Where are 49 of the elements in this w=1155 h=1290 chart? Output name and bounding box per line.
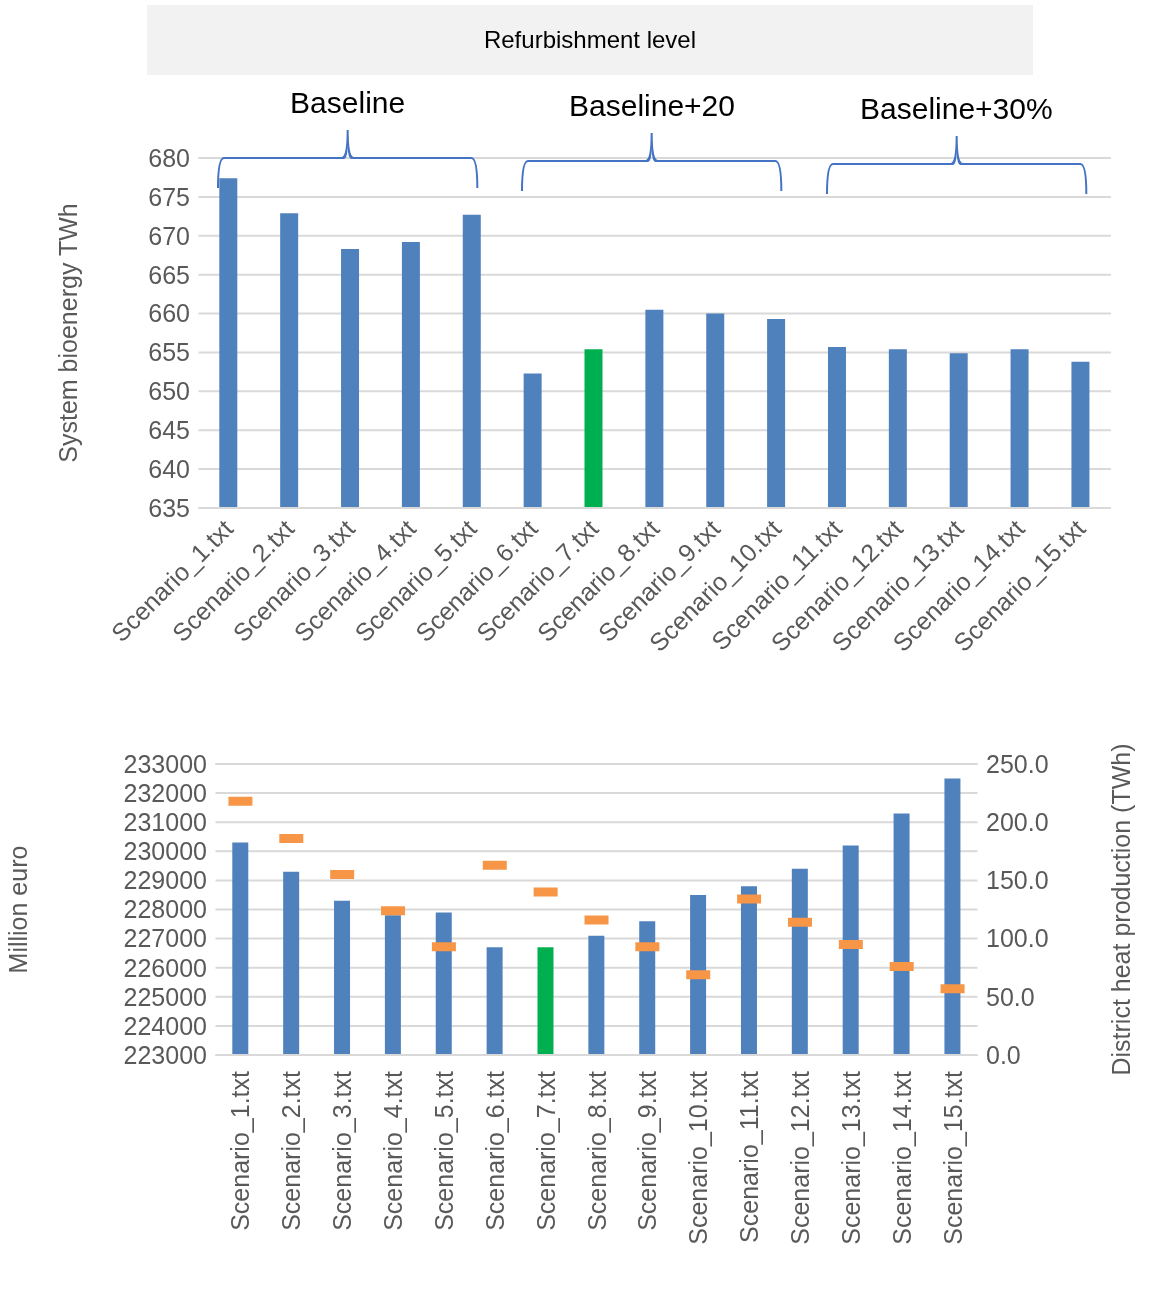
- y-tick-label: 230000: [123, 837, 207, 866]
- y-axis-title: System bioenergy TWh: [53, 203, 82, 463]
- y-tick-label: 640: [148, 454, 190, 483]
- x-tick-label: Scenario_7.txt: [531, 1070, 560, 1231]
- y2-tick-label: 50.0: [986, 982, 1035, 1011]
- x-tick-label: Scenario_5.txt: [429, 1070, 458, 1231]
- x-tick-label: Scenario_15.txt: [938, 1070, 967, 1245]
- y-tick-label: 224000: [123, 1011, 207, 1040]
- x-tick-label: Scenario_12.txt: [785, 1070, 814, 1245]
- y-tick-label: 635: [148, 493, 190, 522]
- x-tick-label: Scenario_13.txt: [836, 1070, 865, 1245]
- y-tick-label: 655: [148, 338, 190, 367]
- x-tick-label: Scenario_9.txt: [633, 1070, 662, 1231]
- text: Baseline+30%: [859, 92, 1054, 126]
- y-tick-label: 665: [148, 260, 190, 289]
- x-tick-label: Scenario_1.txt: [226, 1070, 255, 1231]
- y2-tick-label: 150.0: [986, 866, 1049, 895]
- y-tick-label: 232000: [123, 778, 207, 807]
- x-tick-label: Scenario_3.txt: [328, 1070, 357, 1231]
- text: Baseline+20: [568, 89, 736, 123]
- y2-tick-label: 200.0: [986, 808, 1049, 837]
- y-tick-label: 680: [148, 143, 190, 172]
- x-tick-label: Scenario_2.txt: [277, 1070, 306, 1231]
- y2-tick-label: 100.0: [986, 924, 1049, 953]
- y2-axis-title: District heat production (TWh): [1106, 743, 1135, 1076]
- y-tick-label: 223000: [123, 1040, 207, 1069]
- y-tick-label: 231000: [123, 808, 207, 837]
- text: Baseline: [289, 86, 407, 120]
- y-tick-label: 225000: [123, 982, 207, 1011]
- x-tick-label: Scenario_14.txt: [887, 1070, 916, 1245]
- y-axis-title: Million euro: [3, 845, 32, 974]
- y-tick-label: 675: [148, 182, 190, 211]
- x-tick-label: Scenario_10.txt: [684, 1070, 713, 1245]
- chart-title: Refurbishment level: [147, 5, 1033, 75]
- x-tick-label: Scenario_8.txt: [582, 1070, 611, 1231]
- y-tick-label: 227000: [123, 924, 207, 953]
- y-tick-label: 670: [148, 221, 190, 250]
- x-tick-label: Scenario_6.txt: [480, 1070, 509, 1231]
- y2-tick-label: 250.0: [986, 749, 1049, 778]
- x-tick-label: Scenario_11.txt: [735, 1070, 764, 1243]
- x-tick-label: Scenario_4.txt: [379, 1070, 408, 1231]
- y-tick-label: 233000: [123, 749, 207, 778]
- y-tick-label: 226000: [123, 953, 207, 982]
- y-tick-label: 660: [148, 299, 190, 328]
- y2-tick-label: 0.0: [986, 1040, 1021, 1069]
- y-tick-label: 228000: [123, 895, 207, 924]
- y-tick-label: 645: [148, 416, 190, 445]
- y-tick-label: 229000: [123, 866, 207, 895]
- y-tick-label: 650: [148, 377, 190, 406]
